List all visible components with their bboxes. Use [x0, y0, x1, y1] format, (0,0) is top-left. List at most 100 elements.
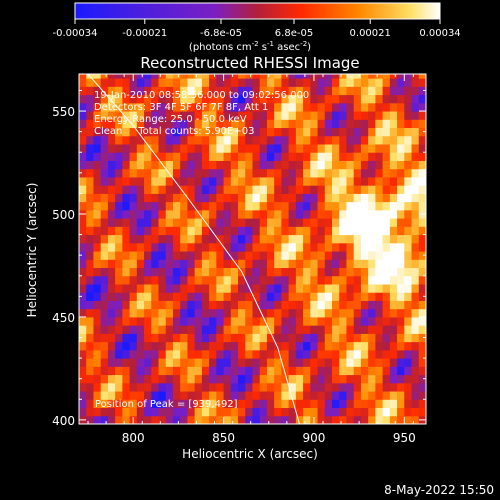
heatmap-cell: [274, 144, 282, 153]
heatmap-cell: [100, 94, 109, 104]
heatmap-cell: [201, 391, 210, 400]
heatmap-cell: [368, 333, 376, 343]
heatmap-cell: [223, 209, 232, 219]
heatmap-cell: [216, 292, 225, 301]
heatmap-cell: [281, 152, 290, 161]
heatmap-cell: [397, 86, 405, 96]
heatmap-cell: [303, 382, 311, 392]
heatmap-cell: [144, 316, 152, 326]
heatmap-cell: [230, 382, 239, 392]
heatmap-cell: [324, 391, 333, 400]
heatmap-cell: [187, 325, 196, 334]
heatmap-cell: [360, 226, 369, 236]
heatmap-cell: [172, 193, 181, 203]
heatmap-cell: [288, 382, 297, 392]
heatmap-cell: [411, 119, 420, 129]
heatmap-cell: [346, 78, 355, 87]
heatmap-cell: [209, 242, 217, 252]
heatmap-cell: [187, 168, 196, 178]
heatmap-cell: [310, 185, 319, 194]
heatmap-cell: [382, 316, 391, 326]
heatmap-cell: [165, 267, 174, 277]
heatmap-cell: [332, 341, 340, 351]
heatmap-cell: [368, 201, 376, 211]
heatmap-cell: [288, 160, 297, 170]
heatmap-cell: [281, 415, 290, 424]
x-tick-label: 900: [302, 431, 325, 445]
heatmap-cell: [107, 144, 116, 153]
heatmap-cell: [274, 341, 282, 351]
heatmap-cell: [165, 292, 174, 301]
heatmap-cell: [303, 325, 311, 334]
heatmap-cell: [194, 399, 203, 409]
heatmap-cell: [281, 325, 290, 334]
heatmap-cell: [245, 275, 253, 285]
heatmap-cell: [368, 251, 376, 260]
heatmap-cell: [295, 226, 304, 236]
heatmap-cell: [303, 86, 311, 96]
heatmap-cell: [194, 176, 203, 186]
heatmap-cell: [223, 94, 232, 104]
heatmap-cell: [339, 341, 347, 351]
heatmap-cell: [317, 391, 326, 400]
heatmap-cell: [252, 407, 261, 417]
heatmap-cell: [107, 407, 116, 417]
heatmap-cell: [187, 399, 196, 409]
heatmap-cell: [281, 259, 290, 269]
heatmap-cell: [353, 119, 362, 129]
heatmap-cell: [86, 407, 94, 417]
heatmap-cell: [360, 267, 369, 277]
heatmap-cell: [93, 382, 102, 392]
heatmap-cell: [209, 152, 217, 161]
heatmap-cell: [324, 358, 333, 367]
heatmap-cell: [201, 316, 210, 326]
heatmap-cell: [86, 78, 94, 87]
heatmap-cell: [180, 399, 188, 409]
heatmap-cell: [259, 152, 268, 161]
heatmap-cell: [266, 275, 275, 285]
timestamp: 8-May-2022 15:50: [384, 483, 494, 497]
heatmap-cell: [122, 119, 131, 129]
heatmap-cell: [216, 300, 225, 310]
heatmap-cell: [368, 193, 376, 203]
heatmap-cell: [223, 152, 232, 161]
heatmap-cell: [404, 407, 413, 417]
heatmap-cell: [115, 399, 123, 409]
heatmap-cell: [259, 111, 268, 120]
heatmap-cell: [122, 111, 131, 120]
heatmap-cell: [411, 407, 420, 417]
heatmap-cell: [317, 407, 326, 417]
heatmap-cell: [158, 176, 167, 186]
heatmap-cell: [332, 308, 340, 318]
heatmap-cell: [288, 292, 297, 301]
heatmap-cell: [115, 234, 123, 244]
heatmap-cell: [332, 349, 340, 359]
heatmap-cell: [266, 176, 275, 186]
heatmap-cell: [397, 234, 405, 244]
heatmap-cell: [100, 349, 109, 359]
heatmap-cell: [187, 300, 196, 310]
heatmap-cell: [230, 374, 239, 384]
heatmap-cell: [389, 284, 398, 293]
heatmap-cell: [288, 176, 297, 186]
heatmap-cell: [274, 94, 282, 104]
heatmap-cell: [129, 185, 138, 194]
heatmap-cell: [259, 275, 268, 285]
heatmap-cell: [259, 218, 268, 227]
heatmap-cell: [346, 300, 355, 310]
heatmap-cell: [151, 218, 160, 227]
heatmap-cell: [368, 308, 376, 318]
heatmap-cell: [418, 152, 426, 161]
heatmap-cell: [266, 366, 275, 376]
heatmap-cell: [353, 275, 362, 285]
heatmap-cell: [288, 300, 297, 310]
heatmap-cell: [411, 160, 420, 170]
heatmap-cell: [93, 176, 102, 186]
heatmap-cell: [136, 374, 145, 384]
heatmap-cell: [288, 226, 297, 236]
heatmap-cell: [324, 374, 333, 384]
heatmap-cell: [187, 284, 196, 293]
heatmap-cell: [259, 168, 268, 178]
heatmap-cell: [375, 407, 384, 417]
heatmap-cell: [201, 399, 210, 409]
